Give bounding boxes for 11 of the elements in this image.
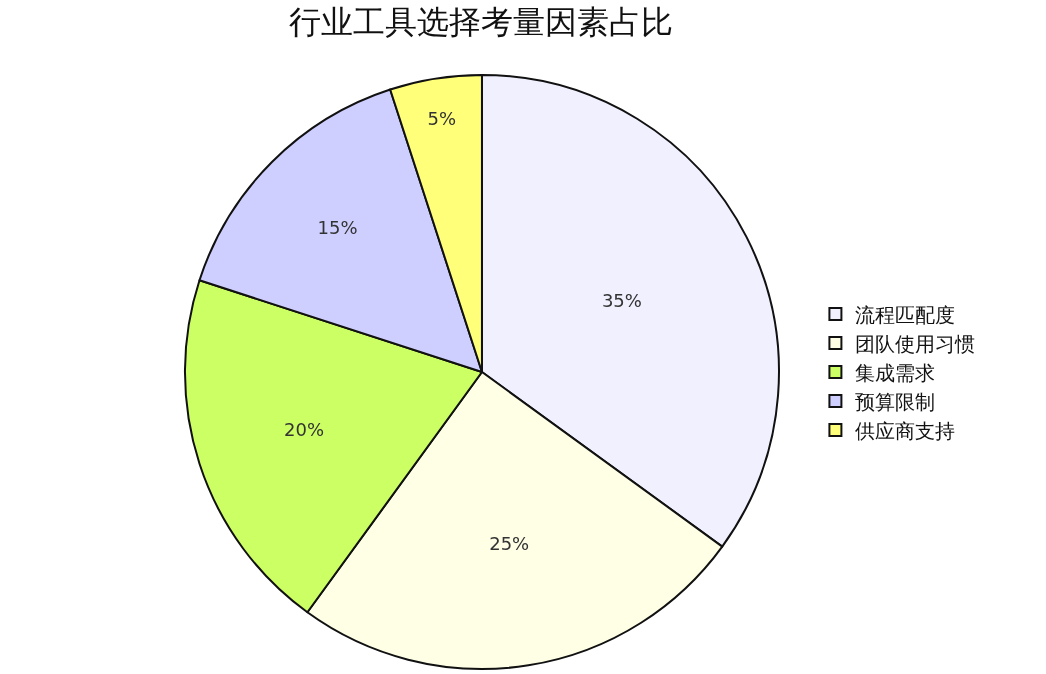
legend-label: 供应商支持	[855, 418, 956, 443]
data-label: 5%	[427, 107, 457, 129]
legend-label: 集成需求	[855, 360, 936, 385]
data-label: 35%	[601, 290, 642, 312]
legend-label: 预算限制	[855, 389, 936, 414]
data-label: 20%	[284, 419, 325, 441]
data-label: 25%	[489, 533, 530, 555]
legend-label: 团队使用习惯	[855, 331, 976, 356]
chart-title: 行业工具选择考量因素占比	[289, 2, 674, 41]
data-label: 15%	[317, 217, 358, 239]
legend-label: 流程匹配度	[855, 302, 956, 327]
